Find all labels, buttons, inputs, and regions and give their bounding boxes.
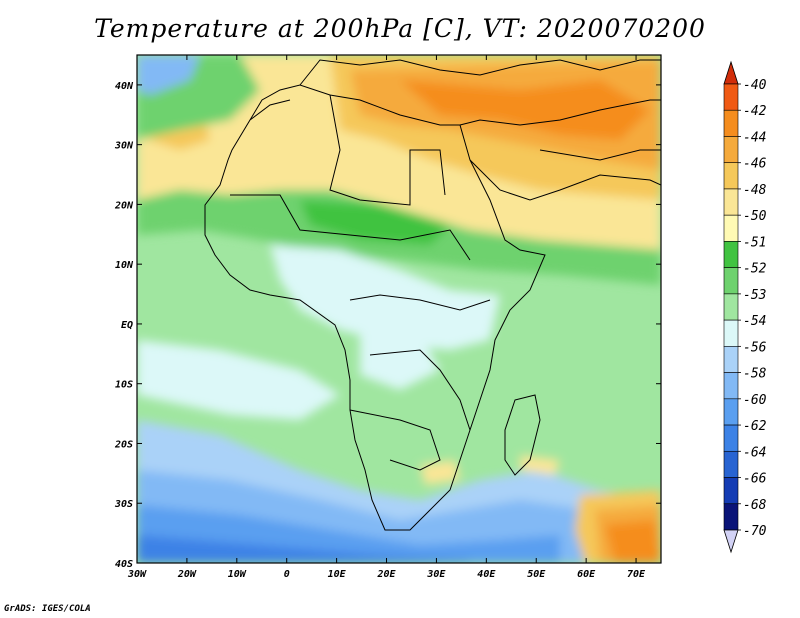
colorbar-swatch (723, 346, 739, 373)
colorbar-label: -46 (743, 157, 767, 172)
grads-credit: GrADS: IGES/COLA (4, 604, 91, 614)
lat-tick-label: 20S (114, 439, 133, 450)
colorbar-label: -56 (743, 340, 767, 355)
colorbar-label: -44 (743, 130, 766, 145)
colorbar-swatch (723, 503, 739, 531)
colorbar-label: -53 (743, 288, 766, 303)
colorbar-swatch (723, 398, 739, 426)
latitude-axis: 40S 30S 20S 10S EQ 10N 20N 30N 40N (114, 81, 661, 570)
lat-tick-label: 30S (114, 499, 133, 510)
colorbar-label: -66 (743, 472, 767, 487)
colorbar-bottom-arrow (723, 529, 739, 554)
map-title: Temperature at 200hPa [C], VT: 202007020… (94, 14, 706, 43)
colorbar-top-arrow (723, 60, 739, 85)
colorbar-label: -60 (743, 393, 767, 408)
colorbar-swatch (723, 162, 739, 190)
lon-tick-label: 10W (228, 569, 247, 580)
colorbar-swatch (723, 450, 739, 478)
colorbar-swatch (723, 188, 739, 216)
colorbar-label: -68 (743, 498, 767, 513)
lat-tick-label: 10S (115, 380, 133, 391)
colorbar-label: -64 (743, 445, 766, 460)
lon-tick-label: 50E (527, 569, 546, 580)
lon-tick-label: 20W (177, 569, 197, 580)
longitude-axis: 30W 20W 10W 0 10E 20E 30E 40E 50E 60E 70E (127, 55, 646, 580)
lat-tick-label: 20N (114, 200, 134, 211)
colorbar-label: -48 (743, 183, 767, 198)
colorbar-swatch (723, 109, 739, 137)
colorbar-swatch (723, 136, 739, 164)
lat-tick-label: 10N (115, 260, 134, 271)
colorbar-label: -54 (743, 314, 766, 329)
lon-tick-label: 20E (376, 569, 396, 580)
colorbar-swatch (723, 372, 739, 400)
colorbar-legend: -40 -42 -44 -46 -48 -50 -51 -52 -53 -54 -56 -58 -60 -… (723, 60, 767, 554)
colorbar-swatch (723, 319, 739, 347)
colorbar-swatch (723, 83, 739, 111)
colorbar-label: -51 (743, 235, 766, 250)
lon-tick-label: 10E (328, 569, 347, 580)
colorbar-swatch (723, 241, 739, 268)
lat-tick-label: 40N (115, 81, 134, 92)
lon-tick-label: 0 (284, 569, 290, 580)
colorbar-swatch (723, 477, 739, 505)
colorbar-label: -58 (743, 367, 767, 382)
temperature-field (137, 55, 661, 563)
colorbar-label: -52 (743, 262, 767, 277)
lat-tick-label: 40S (115, 559, 133, 570)
colorbar-label: -42 (743, 104, 767, 119)
plot-frame (136, 54, 662, 564)
colorbar-swatch (723, 214, 739, 242)
lon-tick-label: 70E (627, 569, 646, 580)
lon-tick-label: 40E (477, 569, 496, 580)
coastline-borders (204, 59, 661, 531)
colorbar-swatch (723, 267, 739, 295)
lat-tick-label: 30N (114, 141, 134, 152)
colorbar-label: -50 (743, 209, 767, 224)
lon-tick-label: 30E (426, 569, 446, 580)
colorbar-swatch (723, 293, 739, 321)
lon-tick-label: 30W (127, 569, 147, 580)
lon-tick-label: 60E (577, 569, 596, 580)
colorbar-label: -62 (743, 419, 767, 434)
colorbar-swatch (723, 424, 739, 452)
lat-tick-label: EQ (121, 320, 133, 331)
colorbar-label: -70 (743, 524, 767, 539)
colorbar-label: -40 (743, 78, 767, 93)
